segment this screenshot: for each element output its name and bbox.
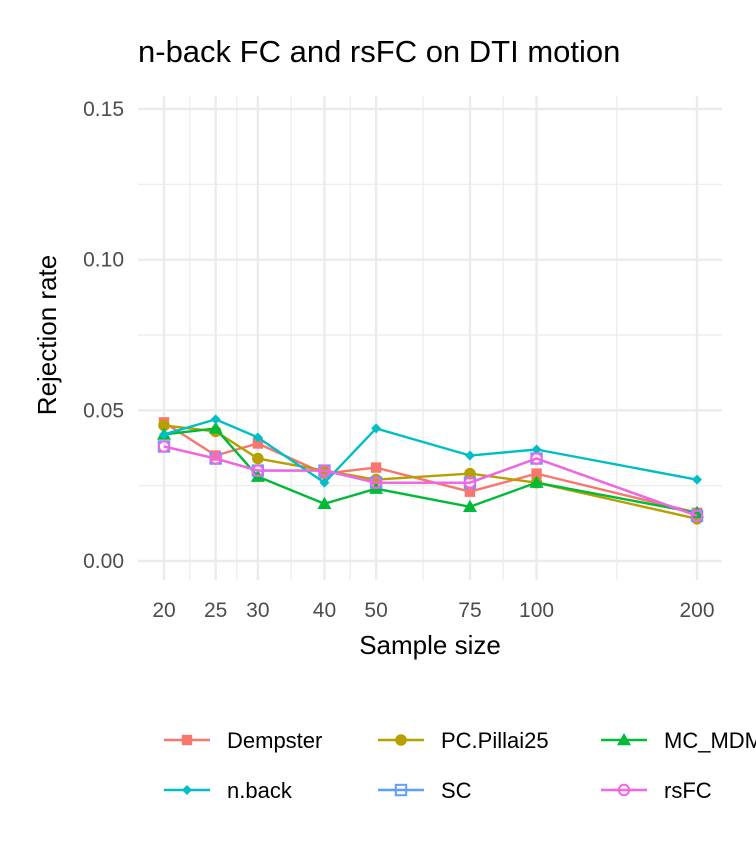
data-point-dempster xyxy=(531,468,542,479)
series-rsfc xyxy=(157,440,704,522)
legend-marker xyxy=(181,734,193,746)
x-tick-label: 50 xyxy=(364,599,387,622)
legend-label: rsFC xyxy=(664,778,712,803)
legend-marker xyxy=(617,783,631,797)
y-tick-label: 0.00 xyxy=(83,550,124,573)
x-tick-label: 200 xyxy=(679,599,714,622)
data-point-rsfc xyxy=(157,440,171,453)
x-tick-label: 75 xyxy=(458,599,481,622)
legend-item-pc-pillai25: PC.Pillai25 xyxy=(378,728,549,753)
data-point-n-back xyxy=(531,444,542,455)
y-axis-title: Rejection rate xyxy=(32,255,62,415)
x-tick-label: 30 xyxy=(246,599,269,622)
data-point-dempster xyxy=(252,438,264,449)
series-line-dempster xyxy=(163,421,698,514)
x-tick-label: 25 xyxy=(204,599,227,622)
data-point-rsfc xyxy=(369,476,383,489)
legend-item-sc: SC xyxy=(378,778,472,803)
x-axis-title: Sample size xyxy=(359,630,501,660)
legend-label: MC_MDMR xyxy=(664,728,756,753)
x-tick-label: 100 xyxy=(519,599,554,622)
legend-marker xyxy=(395,734,407,746)
y-tick-label: 0.05 xyxy=(83,399,124,422)
legend-item-rsfc: rsFC xyxy=(601,778,712,803)
data-point-rsfc xyxy=(530,452,543,465)
data-point-mc-mdmr xyxy=(529,475,544,488)
data-point-n-back xyxy=(319,477,330,488)
x-tick-label: 40 xyxy=(313,599,336,622)
data-point-n-back xyxy=(371,423,382,434)
legend-marker xyxy=(617,733,631,746)
y-tick-labels: 0.00 0.05 0.10 0.15 xyxy=(83,98,124,573)
legend-label: PC.Pillai25 xyxy=(441,728,549,753)
data-point-pc-pillai25 xyxy=(158,419,170,432)
x-tick-labels: 20 25 30 40 50 75 100 200 xyxy=(152,599,714,622)
data-point-mc-mdmr xyxy=(317,496,332,509)
series-pc-pillai25 xyxy=(158,419,703,525)
legend-marker xyxy=(394,783,408,797)
data-point-dempster xyxy=(464,486,476,497)
data-point-rsfc xyxy=(318,464,331,477)
data-point-mc-mdmr xyxy=(208,421,223,434)
data-point-pc-pillai25 xyxy=(252,452,264,465)
chart-title: n-back FC and rsFC on DTI motion xyxy=(138,34,620,69)
legend-label: n.back xyxy=(227,778,293,803)
data-point-rsfc xyxy=(251,464,265,477)
legend-item-dempster: Dempster xyxy=(164,728,322,753)
data-point-n-back xyxy=(159,429,169,440)
data-point-rsfc xyxy=(463,476,477,489)
legend-marker xyxy=(182,785,192,795)
x-tick-label: 20 xyxy=(152,599,175,622)
legend-label: SC xyxy=(441,778,472,803)
grid xyxy=(138,96,722,580)
series-line-rsfc xyxy=(163,445,698,517)
series-n-back xyxy=(159,414,702,488)
legend-item-n-back: n.back xyxy=(164,778,293,803)
series-dempster xyxy=(158,417,703,518)
legend: Dempster PC.Pillai25 MC_MDMR n.back SC rsFC xyxy=(164,728,756,803)
data-point-dempster xyxy=(370,462,382,473)
data-point-rsfc xyxy=(690,509,704,522)
data-point-dempster xyxy=(210,450,221,461)
data-point-rsfc xyxy=(209,452,222,465)
y-tick-label: 0.15 xyxy=(83,98,124,121)
data-point-n-back xyxy=(252,432,263,443)
data-point-n-back xyxy=(210,414,221,425)
series-mc-mdmr xyxy=(157,421,704,519)
legend-label: Dempster xyxy=(227,728,322,753)
legend-item-mc-mdmr: MC_MDMR xyxy=(601,728,756,753)
series-group xyxy=(157,414,704,525)
data-point-mc-mdmr xyxy=(462,499,477,513)
y-tick-label: 0.10 xyxy=(83,249,124,272)
data-point-n-back xyxy=(464,450,475,461)
series-line-n-back xyxy=(163,418,698,484)
data-point-n-back xyxy=(692,474,702,485)
series-line-mc-mdmr xyxy=(163,427,698,514)
